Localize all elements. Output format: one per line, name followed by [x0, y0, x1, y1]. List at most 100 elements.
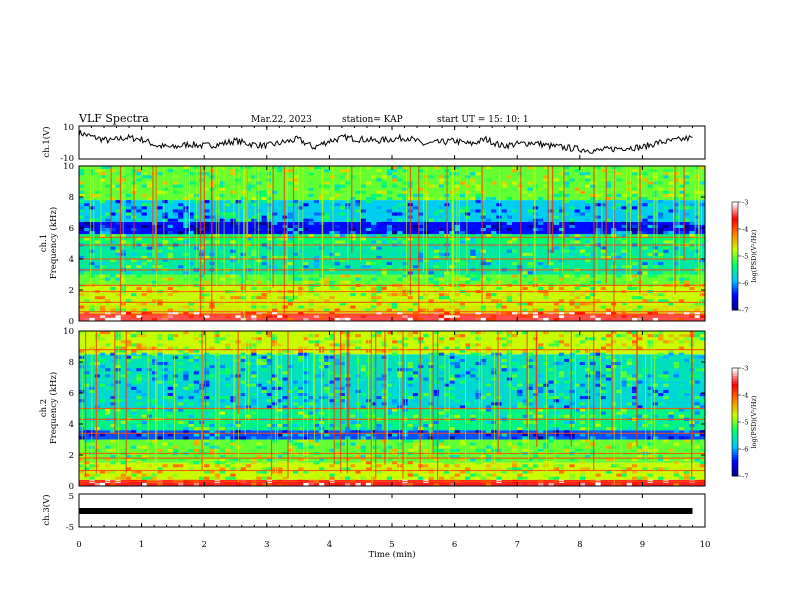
spectrogram-cell	[199, 252, 205, 256]
spectrogram-cell	[668, 349, 674, 353]
spectrogram-cell	[412, 448, 419, 452]
spectrogram-cell	[303, 308, 309, 312]
spectrogram-cell	[251, 448, 257, 452]
spectrogram-cell	[485, 464, 492, 468]
spectrogram-cell	[131, 259, 137, 263]
spectrogram-cell	[590, 362, 596, 366]
spectrogram-cell	[214, 358, 220, 362]
spectrogram-cell	[329, 358, 335, 362]
spectrogram-cell	[355, 445, 361, 449]
spectrogram-cell	[188, 383, 194, 387]
spectrogram-cell	[110, 221, 116, 225]
spectrogram-cell	[626, 286, 633, 290]
spectrogram-cell	[637, 296, 643, 300]
spectrogram-cell	[428, 393, 434, 397]
spectrogram-cell	[652, 334, 659, 338]
spectrogram-cell	[339, 420, 346, 424]
spectrogram-cell	[459, 240, 466, 244]
spectrogram-cell	[678, 249, 685, 253]
spectrogram-cell	[574, 212, 580, 216]
spectrogram-cell	[543, 396, 549, 400]
spectrogram-cell	[548, 411, 554, 415]
spectrogram-cell	[110, 184, 116, 188]
spectrogram-cell	[172, 402, 179, 406]
spectrogram-cell	[178, 184, 184, 188]
spectrogram-cell	[371, 308, 377, 312]
spectrogram-cell	[94, 337, 100, 341]
spectrogram-cell	[178, 482, 184, 486]
spectrogram-cell	[689, 305, 695, 309]
spectrogram-cell	[105, 228, 111, 232]
spectrogram-cell	[214, 424, 220, 428]
spectrogram-cell	[136, 172, 142, 176]
spectrogram-cell	[219, 411, 226, 415]
spectrogram-cell	[412, 374, 419, 378]
spectrogram-cell	[79, 172, 85, 176]
spectrogram-cell	[616, 237, 622, 241]
spectrogram-cell	[79, 482, 85, 486]
spectrogram-cell	[673, 209, 679, 213]
spectrogram-cell	[553, 371, 559, 375]
spectrogram-cell	[339, 206, 346, 210]
spectrogram-cell	[261, 286, 267, 290]
spectrogram-cell	[230, 377, 236, 381]
spectrogram-cell	[204, 187, 210, 191]
spectrogram-cell	[632, 470, 638, 474]
spectrogram-cell	[418, 476, 424, 480]
spectrogram-cell	[522, 314, 528, 318]
spectrogram-cell	[548, 420, 554, 424]
spectrogram-cell	[444, 346, 450, 350]
spectrogram-cell	[146, 445, 153, 449]
spectrogram-cell	[204, 439, 210, 443]
spectrogram-cell	[512, 249, 518, 253]
spectrogram-cell	[527, 402, 533, 406]
spectrogram-cell	[319, 482, 325, 486]
spectrogram-cell	[240, 467, 246, 471]
spectrogram-cell	[199, 231, 205, 235]
spectrogram-cell	[292, 302, 299, 306]
spectrogram-cell	[569, 352, 575, 356]
spectrogram-cell	[470, 274, 476, 278]
spectrogram-cell	[512, 311, 518, 315]
spectrogram-cell	[152, 362, 158, 366]
spectrogram-cell	[324, 433, 330, 437]
spectrogram-cell	[423, 265, 429, 269]
spectrogram-cell	[193, 340, 200, 344]
spectrogram-cell	[115, 362, 121, 366]
spectrogram-cell	[256, 337, 262, 341]
spectrogram-cell	[360, 184, 366, 188]
spectrogram-cell	[334, 427, 340, 431]
spectrogram-cell	[444, 461, 450, 465]
spectrogram-cell	[115, 193, 121, 197]
spectrogram-cell	[183, 377, 189, 381]
spectrogram-cell	[454, 473, 460, 477]
spectrogram-cell	[475, 362, 481, 366]
spectrogram-cell	[141, 255, 147, 259]
spectrogram-cell	[632, 365, 638, 369]
spectrogram-cell	[319, 209, 325, 213]
spectrogram-cell	[329, 175, 335, 179]
spectrogram-cell	[303, 346, 309, 350]
spectrogram-cell	[334, 343, 340, 347]
spectrogram-cell	[553, 215, 559, 219]
spectrogram-cell	[569, 206, 575, 210]
spectrogram-cell	[459, 286, 466, 290]
spectrogram-cell	[522, 308, 528, 312]
spectrogram-cell	[647, 224, 653, 228]
spectrogram-cell	[319, 206, 325, 210]
spectrogram-cell	[428, 299, 434, 303]
spectrogram-cell	[392, 314, 398, 318]
spectrogram-cell	[522, 386, 528, 390]
spectrogram-cell	[543, 265, 549, 269]
spectrogram-cell	[454, 399, 460, 403]
spectrogram-cell	[475, 393, 481, 397]
spectrogram-cell	[277, 296, 283, 300]
spectrogram-cell	[678, 277, 685, 281]
spectrogram-cell	[308, 482, 314, 486]
spectrogram-cell	[141, 343, 147, 347]
spectrogram-cell	[428, 362, 434, 366]
spectrogram-cell	[292, 424, 299, 428]
spectrogram-cell	[600, 237, 606, 241]
spectrogram-cell	[287, 331, 293, 335]
spectrogram-cell	[99, 228, 106, 232]
